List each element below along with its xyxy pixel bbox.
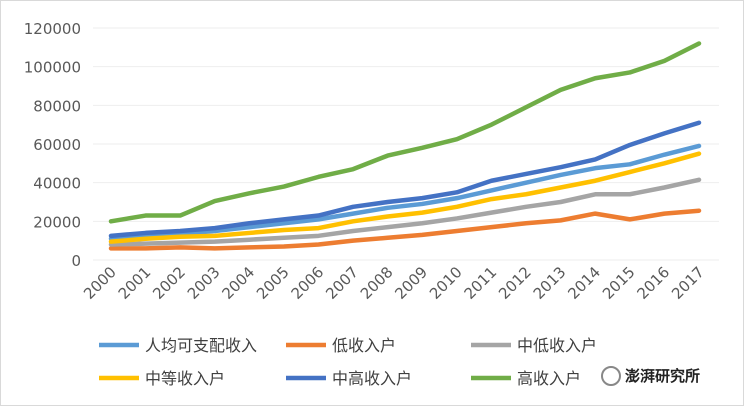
x-tick-label: 2006 (288, 263, 328, 303)
x-tick-label: 2007 (322, 263, 362, 303)
y-tick-label: 0 (71, 252, 81, 270)
legend-label: 中低收入户 (517, 336, 597, 355)
x-tick-label: 2012 (495, 263, 535, 303)
x-tick-label: 2011 (461, 263, 501, 303)
y-tick-label: 20000 (33, 213, 81, 231)
x-tick-label: 2008 (357, 263, 397, 303)
x-tick-label: 2014 (564, 263, 604, 303)
y-tick-label: 100000 (24, 59, 81, 77)
series-line (108, 41, 702, 224)
legend-label: 中等收入户 (145, 369, 225, 388)
x-tick-label: 2004 (218, 263, 258, 303)
x-tick-label: 2010 (426, 263, 466, 303)
series-line (108, 177, 702, 247)
legend-label: 人均可支配收入 (145, 336, 257, 355)
y-tick-label: 60000 (33, 136, 81, 154)
series-line (108, 143, 702, 241)
y-tick-label: 40000 (33, 175, 81, 193)
x-tick-label: 2000 (80, 263, 120, 303)
x-tick-label: 2005 (253, 263, 293, 303)
wechat-icon (601, 365, 621, 386)
x-tick-label: 2009 (391, 263, 431, 303)
watermark: 澎湃研究所 (601, 365, 700, 386)
series-line (108, 120, 702, 239)
x-tick-label: 2002 (149, 263, 189, 303)
y-tick-label: 120000 (24, 20, 81, 38)
x-tick-label: 2017 (668, 263, 708, 303)
x-tick-label: 2015 (599, 263, 639, 303)
series-line (108, 208, 702, 251)
watermark-text: 澎湃研究所 (625, 367, 701, 385)
legend-label: 高收入户 (517, 369, 581, 388)
x-tick-label: 2003 (184, 263, 224, 303)
y-tick-label: 80000 (33, 97, 81, 115)
series-line (108, 151, 702, 244)
legend-label: 低收入户 (332, 336, 396, 355)
x-tick-label: 2016 (634, 263, 674, 303)
legend-label: 中高收入户 (332, 369, 412, 388)
x-tick-label: 2001 (115, 263, 155, 303)
x-tick-label: 2013 (530, 263, 570, 303)
